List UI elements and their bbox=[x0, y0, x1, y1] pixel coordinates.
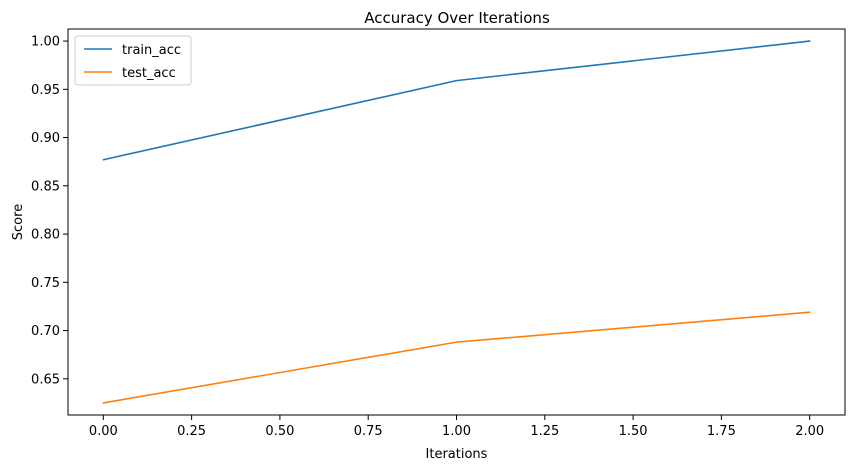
data-point-test-acc bbox=[102, 402, 105, 404]
data-point-train-acc bbox=[102, 158, 105, 161]
y-tick-label: 0.85 bbox=[31, 179, 60, 194]
y-tick-label: 0.75 bbox=[31, 276, 60, 291]
x-tick-label: 0.50 bbox=[265, 424, 294, 439]
x-tick-label: 1.25 bbox=[530, 424, 559, 439]
chart-title: Accuracy Over Iterations bbox=[364, 9, 550, 27]
y-tick-label: 1.00 bbox=[31, 35, 60, 50]
y-tick-label: 0.70 bbox=[31, 324, 60, 339]
series-line-train-acc bbox=[103, 40, 810, 161]
x-tick-label: 2.00 bbox=[795, 424, 824, 439]
legend: train_acc test_acc bbox=[74, 35, 192, 86]
x-tick-label: 1.50 bbox=[619, 424, 648, 439]
x-tick-label: 0.75 bbox=[354, 424, 383, 439]
series-layer bbox=[102, 40, 811, 404]
legend-label-train-acc: train_acc bbox=[122, 43, 181, 58]
y-tick-label: 0.80 bbox=[31, 228, 60, 243]
x-axis-title: Iterations bbox=[426, 447, 488, 462]
y-axis-ticks: 0.65 0.70 0.75 0.80 0.85 0.90 0.95 1.00 bbox=[31, 35, 68, 387]
data-point-train-acc bbox=[455, 79, 458, 82]
series-line-test-acc bbox=[103, 311, 810, 404]
x-axis-ticks: 0.00 0.25 0.50 0.75 1.00 1.25 1.50 1.75 2.00 bbox=[89, 415, 824, 439]
y-tick-label: 0.90 bbox=[31, 131, 60, 146]
data-point-test-acc bbox=[808, 311, 811, 314]
y-axis-title: Score bbox=[11, 204, 26, 240]
x-tick-label: 0.00 bbox=[89, 424, 118, 439]
data-point-train-acc bbox=[808, 40, 811, 42]
y-tick-label: 0.95 bbox=[31, 83, 60, 98]
plot-area-frame bbox=[67, 28, 846, 416]
x-tick-label: 1.75 bbox=[707, 424, 736, 439]
data-point-test-acc bbox=[455, 341, 458, 343]
y-tick-label: 0.65 bbox=[31, 372, 60, 387]
x-tick-label: 1.00 bbox=[442, 424, 471, 439]
legend-label-test-acc: test_acc bbox=[122, 66, 176, 81]
x-tick-label: 0.25 bbox=[177, 424, 206, 439]
